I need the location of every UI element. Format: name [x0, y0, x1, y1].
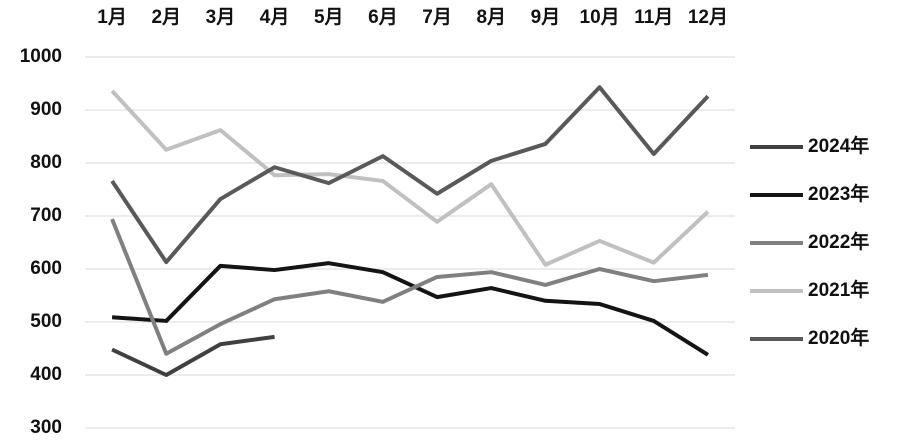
y-tick-label: 300	[30, 417, 62, 438]
y-tick-label: 700	[30, 205, 62, 226]
series-line	[111, 261, 709, 357]
x-tick-label: 1月	[97, 7, 127, 28]
series-line	[110, 85, 710, 265]
legend-label: 2022年	[808, 230, 869, 253]
y-tick-label: 1000	[20, 46, 62, 67]
y-tick-label: 600	[30, 258, 62, 279]
series-line	[110, 218, 709, 356]
x-tick-label: 11月	[634, 7, 673, 28]
y-tick-label: 800	[30, 152, 62, 173]
y-tick-label: 900	[30, 99, 62, 120]
x-tick-label: 10月	[580, 7, 620, 28]
x-tick-label: 2月	[151, 7, 181, 28]
x-tick-label: 3月	[206, 7, 236, 28]
x-tick-label: 5月	[314, 7, 344, 28]
x-tick-label: 4月	[260, 7, 290, 28]
legend-label: 2020年	[808, 326, 869, 349]
legend-label: 2021年	[808, 278, 869, 301]
x-tick-label: 6月	[368, 7, 398, 28]
series-line	[110, 89, 710, 267]
x-tick-label: 9月	[531, 7, 561, 28]
x-tick-label: 12月	[688, 7, 728, 28]
legend-label: 2024年	[808, 134, 869, 157]
series-line	[111, 334, 275, 377]
x-tick-label: 7月	[422, 7, 452, 28]
legend-label: 2023年	[808, 182, 869, 205]
x-tick-label: 8月	[476, 7, 506, 28]
y-tick-label: 500	[30, 311, 62, 332]
y-tick-label: 400	[30, 364, 62, 385]
